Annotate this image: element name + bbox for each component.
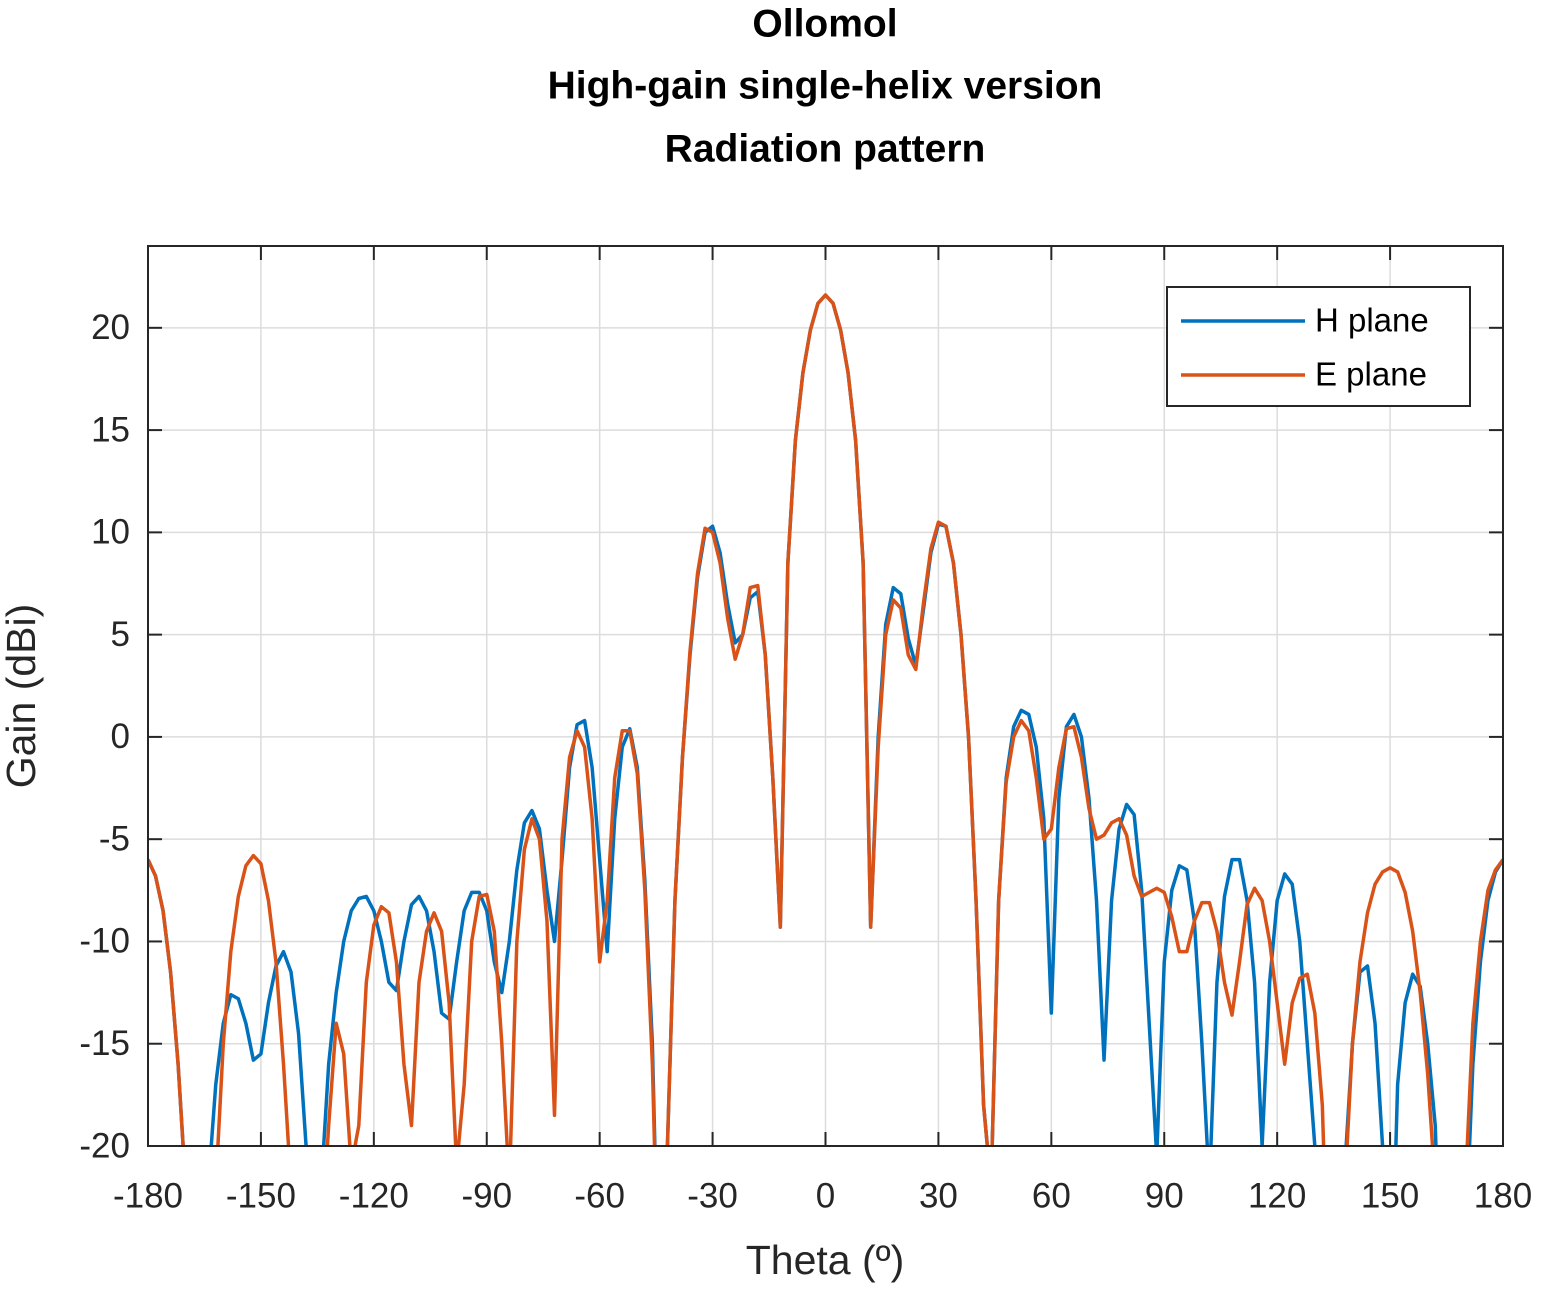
y-tick-label: 20: [91, 308, 130, 347]
y-tick-label: 5: [111, 615, 130, 654]
x-tick-label: 0: [816, 1176, 835, 1215]
y-tick-label: -10: [79, 922, 130, 961]
legend-label: H plane: [1315, 302, 1429, 339]
x-tick-label: -90: [461, 1176, 512, 1215]
x-tick-label: -180: [113, 1176, 183, 1215]
x-tick-label: 60: [1032, 1176, 1071, 1215]
x-tick-label: 30: [919, 1176, 958, 1215]
chart-title: Ollomol: [752, 2, 897, 45]
axes-box: [147, 245, 1504, 1147]
x-tick-label: -150: [226, 1176, 296, 1215]
x-tick-label: -120: [339, 1176, 409, 1215]
y-tick-label: 0: [111, 717, 130, 756]
y-tick-label: -20: [79, 1126, 130, 1165]
chart-title: Radiation pattern: [665, 127, 986, 170]
series-line: [148, 293, 1503, 1146]
x-tick-label: 180: [1474, 1176, 1532, 1215]
x-tick-label: -60: [574, 1176, 625, 1215]
y-axis-label: Gain (dBi): [0, 604, 44, 789]
y-tick-label: 15: [91, 410, 130, 449]
x-tick-label: 150: [1361, 1176, 1419, 1215]
chart-title: High-gain single-helix version: [548, 64, 1103, 107]
x-tick-label: 120: [1248, 1176, 1306, 1215]
axes: -180 -150 -120 -90 -60 -30 0 30 60 90 120 150 180-20…: [79, 245, 1532, 1215]
legend-label: E plane: [1315, 356, 1427, 393]
y-tick-label: -15: [79, 1024, 130, 1063]
x-tick-label: -30: [687, 1176, 738, 1215]
x-tick-label: 90: [1145, 1176, 1184, 1215]
legend-box: [1166, 286, 1471, 407]
x-axis-label: Theta (º): [746, 1237, 905, 1283]
y-tick-label: -5: [99, 819, 130, 858]
lines: [148, 293, 1503, 1146]
legend: H plane E plane: [1166, 286, 1471, 407]
y-tick-label: 10: [91, 513, 130, 552]
